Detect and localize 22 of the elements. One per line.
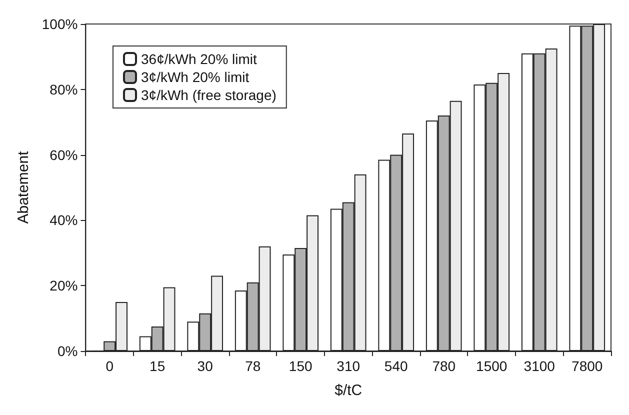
x-tick-label: 3100 <box>524 358 556 374</box>
y-tick-label: 40% <box>50 212 78 228</box>
legend-label: 3¢/kWh (free storage) <box>141 87 276 103</box>
x-tick-label: 540 <box>384 358 408 374</box>
x-tick-label: 780 <box>432 358 456 374</box>
legend-label: 3¢/kWh 20% limit <box>141 69 250 85</box>
x-axis-title: $/tC <box>334 382 362 399</box>
y-tick-label: 80% <box>50 81 78 98</box>
x-tick-label: 150 <box>288 358 312 374</box>
x-tick-label: 310 <box>336 358 360 374</box>
y-tick-label: 100% <box>42 16 78 32</box>
x-tick-label: 1500 <box>476 358 508 374</box>
x-tick-label: 15 <box>150 358 166 374</box>
x-tick-label: 7800 <box>572 358 603 374</box>
x-tick-label: 0 <box>106 358 114 374</box>
x-tick-label: 30 <box>197 358 214 374</box>
y-tick-label: 60% <box>50 146 78 163</box>
x-tick-label: 78 <box>245 358 261 374</box>
legend-label: 36¢/kWh 20% limit <box>141 51 258 67</box>
y-tick-label: 20% <box>50 278 78 294</box>
y-tick-label: 0% <box>57 343 78 359</box>
y-axis-title: Abatement <box>15 150 32 224</box>
